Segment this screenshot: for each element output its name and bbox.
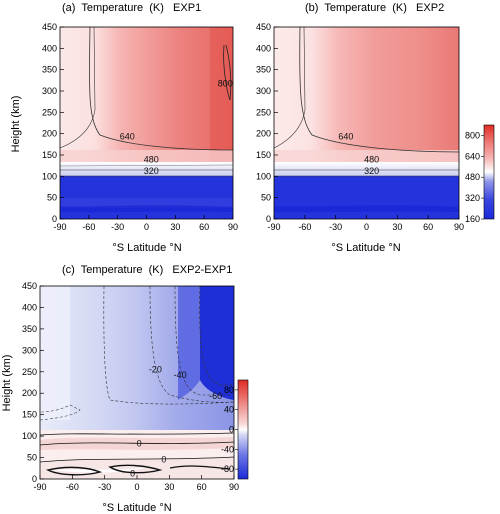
y-tick-label: 250 xyxy=(22,367,37,377)
contour-label: 640 xyxy=(338,132,353,142)
y-tick-label: 400 xyxy=(256,43,271,53)
y-tick-label: 450 xyxy=(22,281,37,291)
colorbar-temperature xyxy=(483,124,495,220)
y-tick-label: 0 xyxy=(266,214,271,224)
y-tick-label: 300 xyxy=(42,86,57,96)
y-axis-label: Height (km) xyxy=(10,96,22,153)
y-tick-label: 450 xyxy=(42,22,57,32)
x-tick-label: -90 xyxy=(53,222,66,232)
contour-label: -60 xyxy=(209,391,222,401)
y-tick-label: 150 xyxy=(256,150,271,160)
y-tick-label: 350 xyxy=(22,324,37,334)
colorbar-tick-label: 0 xyxy=(229,425,234,435)
contour-label: 800 xyxy=(218,78,233,88)
y-tick-label: 150 xyxy=(42,150,57,160)
contour-label: 480 xyxy=(364,154,379,164)
x-axis-label: °S Latitude °N xyxy=(331,242,400,254)
x-tick-label: 90 xyxy=(454,222,464,232)
x-axis-label: °S Latitude °N xyxy=(102,502,171,514)
colorbar-tick-label: 640 xyxy=(465,151,480,161)
colorbar-tick-label: -40 xyxy=(221,444,234,454)
contour-label: 640 xyxy=(120,132,135,142)
x-tick-label: -60 xyxy=(66,482,79,492)
x-tick-label: -30 xyxy=(111,222,124,232)
colorbar-difference xyxy=(237,379,249,480)
colorbar-tick-label: -80 xyxy=(221,464,234,474)
x-tick-label: 60 xyxy=(197,482,207,492)
contour-label: 320 xyxy=(364,166,379,176)
x-tick-label: -60 xyxy=(298,222,311,232)
y-tick-label: 50 xyxy=(261,193,271,203)
y-tick-label: 100 xyxy=(22,431,37,441)
y-tick-label: 400 xyxy=(22,302,37,312)
contour-label: 0 xyxy=(161,455,166,465)
contour-label: 0 xyxy=(130,468,135,478)
y-tick-label: 100 xyxy=(256,171,271,181)
contour-label: -40 xyxy=(174,370,187,380)
x-tick-label: 30 xyxy=(170,222,180,232)
y-tick-label: 50 xyxy=(47,193,57,203)
x-tick-label: -30 xyxy=(98,482,111,492)
colorbar-tick-label: 800 xyxy=(465,130,480,140)
y-tick-label: 200 xyxy=(42,129,57,139)
panel-b-field xyxy=(274,27,459,219)
y-tick-label: 250 xyxy=(42,107,57,117)
x-tick-label: 90 xyxy=(228,222,238,232)
y-tick-label: 50 xyxy=(27,453,37,463)
chart-title: (a) Temperature (K) EXP1 xyxy=(62,2,202,14)
y-tick-label: 450 xyxy=(256,22,271,32)
x-axis-label: °S Latitude °N xyxy=(112,242,181,254)
contour-label: 320 xyxy=(144,166,159,176)
y-tick-label: 200 xyxy=(256,129,271,139)
colorbar-tick-label: 160 xyxy=(465,214,480,224)
y-tick-label: 350 xyxy=(42,65,57,75)
y-tick-label: 0 xyxy=(52,214,57,224)
y-tick-label: 100 xyxy=(42,171,57,181)
chart-title: (b) Temperature (K) EXP2 xyxy=(305,2,445,14)
y-tick-label: 150 xyxy=(22,410,37,420)
x-tick-label: 30 xyxy=(164,482,174,492)
x-tick-label: 60 xyxy=(423,222,433,232)
contour-label: 0 xyxy=(137,438,142,448)
contour-label: -20 xyxy=(149,365,162,375)
colorbar-tick-label: 80 xyxy=(224,385,234,395)
y-tick-label: 300 xyxy=(256,86,271,96)
x-tick-label: 30 xyxy=(392,222,402,232)
colorbar-tick-label: 40 xyxy=(224,405,234,415)
y-tick-label: 250 xyxy=(256,107,271,117)
y-tick-label: 0 xyxy=(32,474,37,484)
y-tick-label: 300 xyxy=(22,345,37,355)
x-tick-label: 60 xyxy=(199,222,209,232)
y-tick-label: 200 xyxy=(22,388,37,398)
x-tick-label: 0 xyxy=(364,222,369,232)
panel-c-field xyxy=(40,286,234,479)
x-tick-label: -30 xyxy=(329,222,342,232)
y-axis-label: Height (km) xyxy=(1,355,13,412)
y-tick-label: 400 xyxy=(42,43,57,53)
x-tick-label: -90 xyxy=(33,482,46,492)
panel-a-field xyxy=(60,27,233,219)
chart-title: (c) Temperature (K) EXP2-EXP1 xyxy=(62,264,233,276)
x-tick-label: 0 xyxy=(134,482,139,492)
x-tick-label: -60 xyxy=(82,222,95,232)
contour-label: 480 xyxy=(144,154,159,164)
x-tick-label: -90 xyxy=(267,222,280,232)
colorbar-tick-label: 320 xyxy=(465,193,480,203)
colorbar-tick-label: 480 xyxy=(465,172,480,182)
x-tick-label: 0 xyxy=(144,222,149,232)
y-tick-label: 350 xyxy=(256,65,271,75)
x-tick-label: 90 xyxy=(229,482,239,492)
